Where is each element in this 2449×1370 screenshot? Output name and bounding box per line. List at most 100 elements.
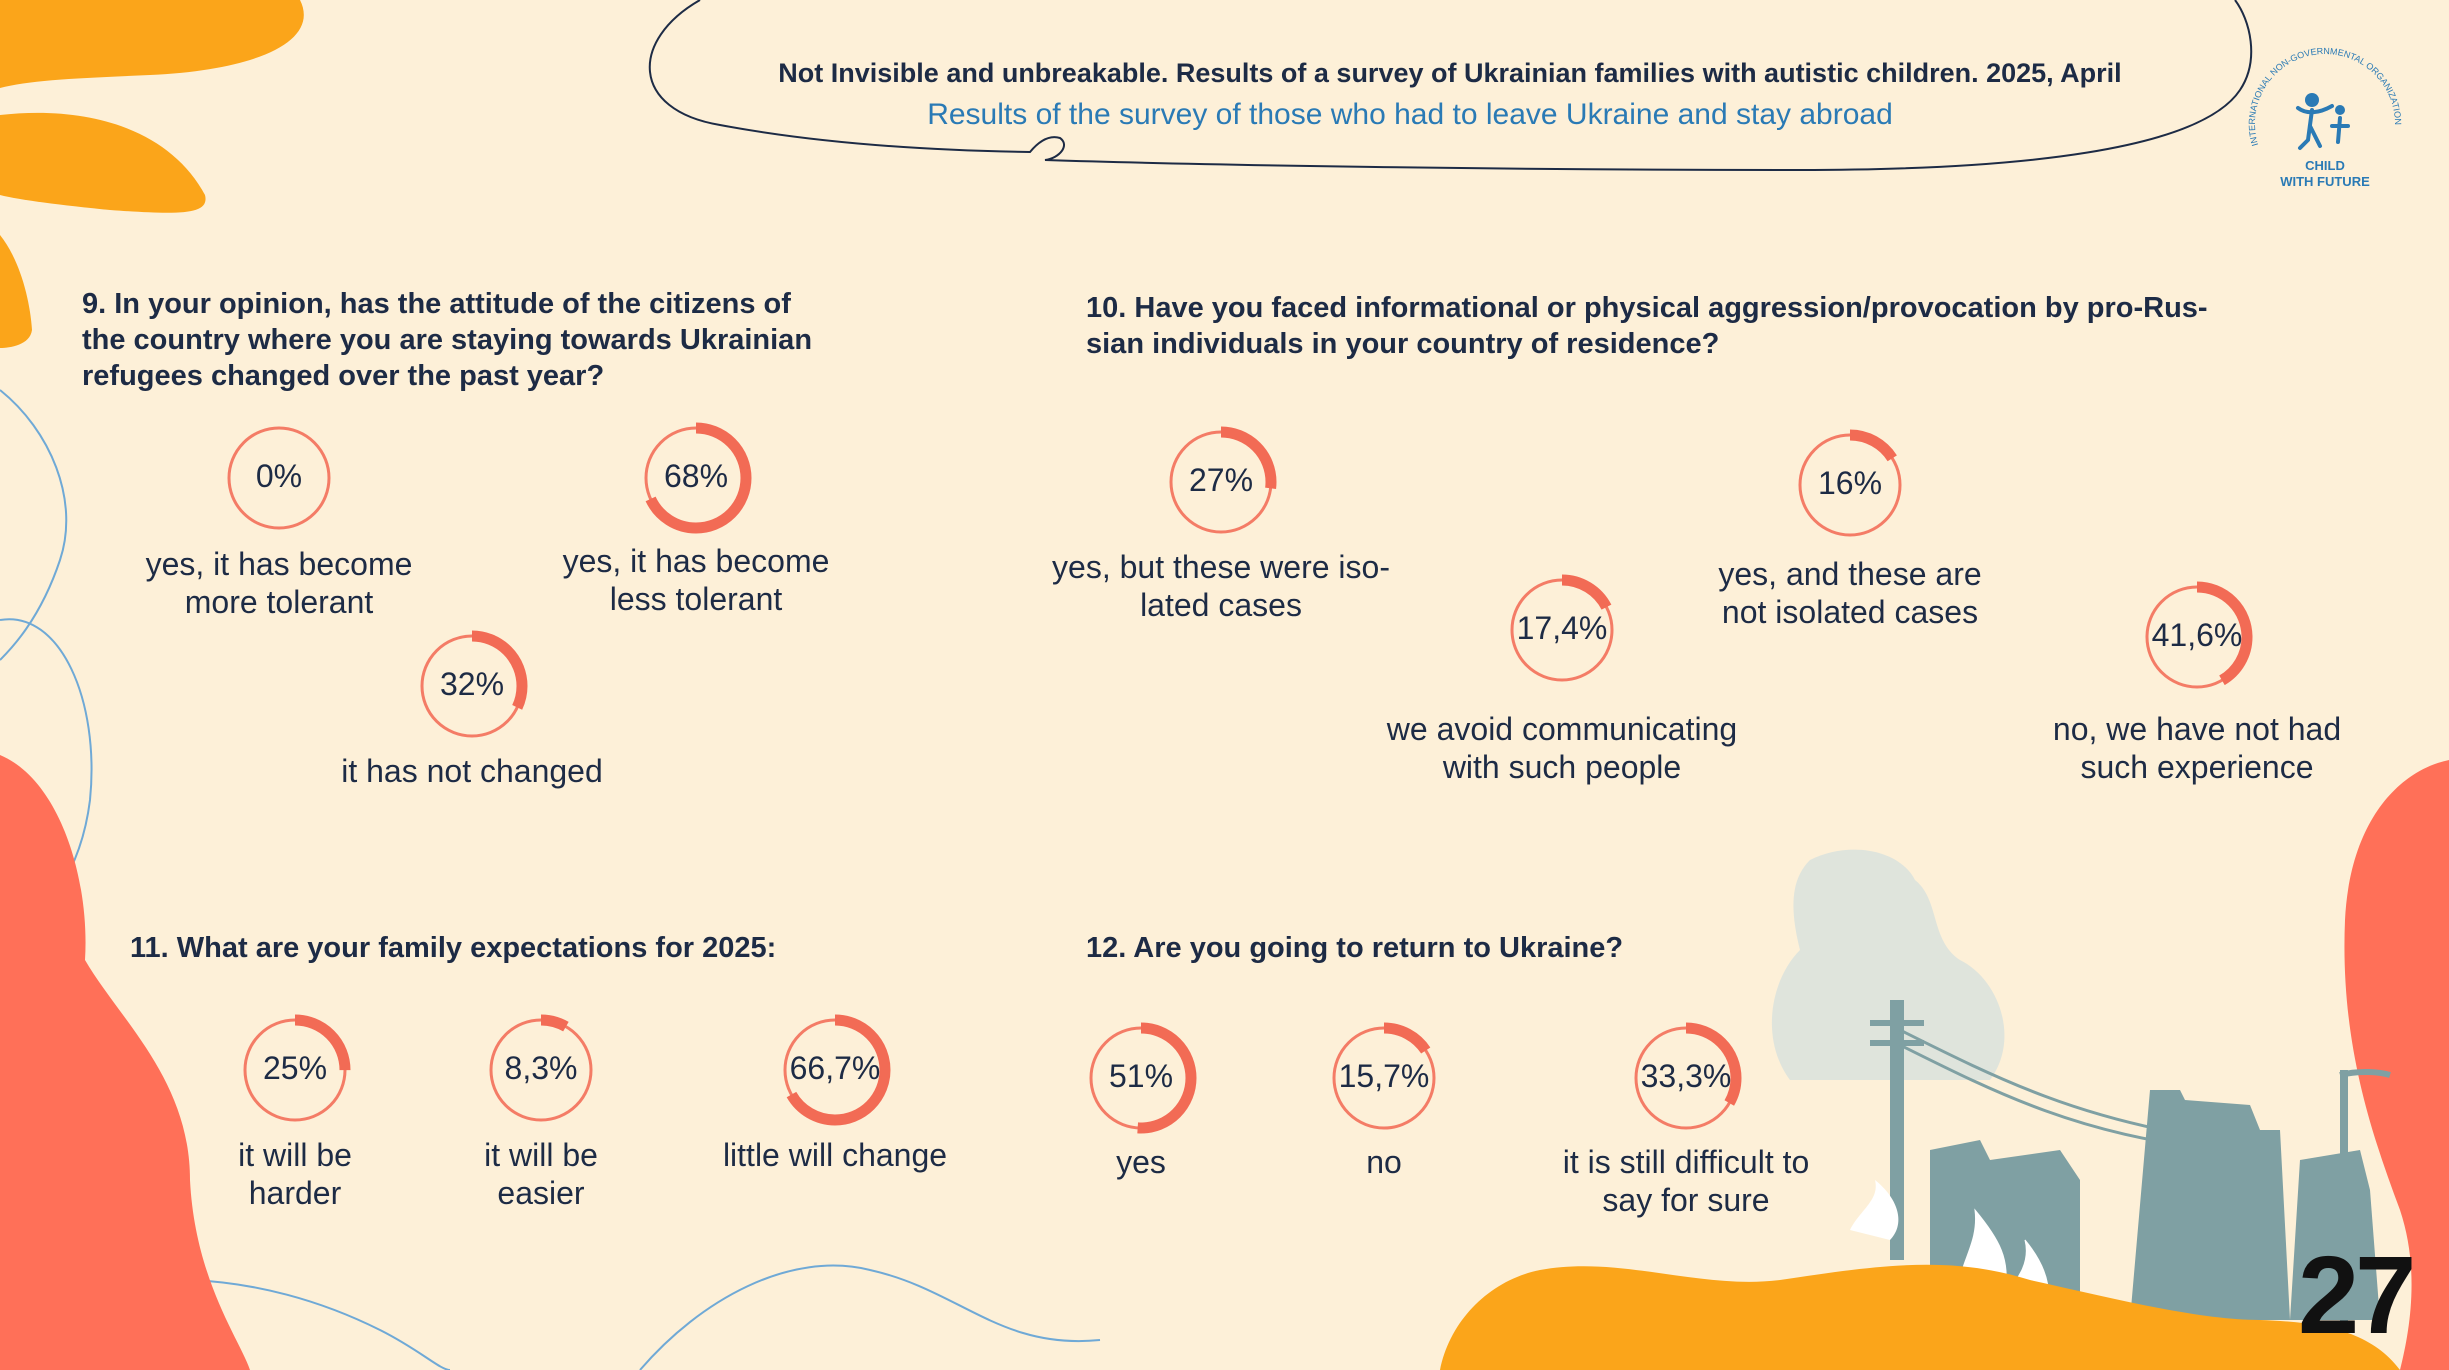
- answer-line: yes, it has become: [145, 546, 413, 582]
- answer-label: yes, and these are not isolated cases: [1630, 555, 2070, 631]
- logo-org-text: INTERNATIONAL NON-GOVERNMENTAL ORGANIZAT…: [2247, 46, 2403, 147]
- donut-ring: [1085, 1022, 1197, 1134]
- answer-line: lated cases: [1140, 587, 1302, 623]
- question-line: 9. In your opinion, has the attitude of …: [82, 288, 791, 320]
- orange-leaf-middle: [0, 112, 206, 213]
- donut-percent-label: 17,4%: [1516, 610, 1608, 646]
- question-line: sian individuals in your country of resi…: [1086, 328, 1720, 360]
- header-title: Not Invisible and unbreakable. Results o…: [778, 58, 2122, 88]
- donut-percent-label: 33,3%: [1640, 1058, 1732, 1094]
- answer-label: yes: [921, 1143, 1361, 1181]
- donut-track: [227, 426, 331, 530]
- donut-percent-label: 27%: [1188, 462, 1254, 498]
- donut-value-arc: [485, 1014, 597, 1126]
- smoke-cloud: [1771, 849, 2005, 1080]
- donut-percent-label: 66,7%: [789, 1050, 881, 1086]
- coral-blob-left: [0, 755, 250, 1370]
- donut-percent-label: 0%: [255, 458, 303, 494]
- answer-line: with such people: [1442, 749, 1682, 785]
- blue-line-bottom-2: [639, 1264, 1101, 1370]
- answer-label: we avoid communicating with such people: [1342, 710, 1782, 786]
- logo-name-line2: WITH FUTURE: [2280, 174, 2370, 189]
- donut-ring: [1506, 574, 1618, 686]
- blue-line-left-1: [0, 389, 68, 661]
- donut-ring: [227, 426, 331, 530]
- question-10: 10. Have you faced informational or phys…: [1086, 290, 2386, 362]
- answer-line: not isolated cases: [1721, 594, 1979, 630]
- donut-percent-label: 51%: [1108, 1058, 1174, 1094]
- answer-line: say for sure: [1602, 1182, 1770, 1218]
- page-number: 27: [2298, 1234, 2416, 1357]
- answer-label: it has not changed: [252, 752, 692, 790]
- answer-line: we avoid communicating: [1386, 711, 1738, 747]
- answer-line: it will be: [238, 1137, 352, 1173]
- donut-percent-label: 8,3%: [504, 1050, 578, 1086]
- donut-ring: [1630, 1022, 1742, 1134]
- question-11: 11. What are your family expectations fo…: [130, 930, 1030, 966]
- donut-percent-label: 32%: [439, 666, 505, 702]
- question-line: 12. Are you going to return to Ukraine?: [1086, 932, 1624, 964]
- donut-percent-label: 15,7%: [1338, 1058, 1430, 1094]
- donut-percent-label: 16%: [1817, 465, 1883, 501]
- answer-label: no, we have not had such experience: [1977, 710, 2417, 786]
- answer-line: such experience: [2080, 749, 2314, 785]
- orange-blob-bottom: [1440, 1264, 2400, 1370]
- question-9: 9. In your opinion, has the attitude of …: [82, 286, 1002, 394]
- answer-line: little will change: [722, 1137, 948, 1173]
- answer-label: it will be easier: [321, 1136, 761, 1212]
- answer-line: yes, but these were iso-: [1052, 549, 1390, 585]
- question-line: 11. What are your family expectations fo…: [130, 932, 777, 964]
- donut-value-arc: [1506, 574, 1618, 686]
- donut-value-arc: [1328, 1022, 1440, 1134]
- question-line: 10. Have you faced informational or phys…: [1086, 292, 2208, 324]
- orange-leaf-top: [0, 0, 304, 88]
- donut-ring: [640, 422, 752, 534]
- donut-percent-label: 68%: [663, 458, 729, 494]
- answer-label: yes, but these were iso-lated cases: [1001, 548, 1441, 624]
- orange-leaf-lower: [0, 235, 32, 348]
- donut-percent-label: 41,6%: [2151, 617, 2243, 653]
- answer-line: harder: [248, 1175, 342, 1211]
- donut-ring: [779, 1014, 891, 1126]
- answer-label: no: [1164, 1143, 1604, 1181]
- answer-line: yes, and these are: [1718, 556, 1982, 592]
- donut-value-arc: [779, 1014, 891, 1126]
- donut-ring: [2141, 581, 2253, 693]
- donut-ring: [239, 1014, 351, 1126]
- coral-blob-right: [2344, 760, 2449, 1370]
- answer-line: no: [1366, 1144, 1402, 1180]
- answer-line: no, we have not had: [2052, 711, 2342, 747]
- donut-value-arc: [640, 422, 752, 534]
- answer-line: it will be: [484, 1137, 598, 1173]
- answer-line: it is still difficult to: [1562, 1144, 1810, 1180]
- donut-ring: [416, 630, 528, 742]
- donut-value-arc: [1794, 429, 1906, 541]
- donut-value-arc: [1630, 1022, 1742, 1134]
- answer-line: more tolerant: [184, 584, 374, 620]
- child-with-future-logo: INTERNATIONAL NON-GOVERNMENTAL ORGANIZAT…: [2247, 46, 2403, 189]
- question-line: the country where you are staying toward…: [82, 324, 813, 356]
- donut-value-arc: [239, 1014, 351, 1126]
- donut-value-arc: [2141, 581, 2253, 693]
- donut-ring: [485, 1014, 597, 1126]
- answer-line: easier: [497, 1175, 585, 1211]
- donut-value-arc: [416, 630, 528, 742]
- answer-line: yes: [1116, 1144, 1166, 1180]
- answer-line: less tolerant: [609, 581, 783, 617]
- answer-label: it will be harder: [75, 1136, 515, 1212]
- answer-label: little will change: [615, 1136, 1055, 1174]
- donut-percent-label: 25%: [262, 1050, 328, 1086]
- answer-label: yes, it has become less tolerant: [476, 542, 916, 618]
- logo-name-line1: CHILD: [2305, 158, 2345, 173]
- flames-small: [1850, 1180, 1899, 1240]
- question-line: refugees changed over the past year?: [82, 360, 605, 392]
- logo-figures-icon: [2296, 93, 2350, 150]
- answer-line: yes, it has become: [562, 543, 830, 579]
- donut-value-arc: [1085, 1022, 1197, 1134]
- donut-ring: [1794, 429, 1906, 541]
- donut-value-arc: [1165, 426, 1277, 538]
- answer-line: it has not changed: [341, 753, 603, 789]
- donut-ring: [1328, 1022, 1440, 1134]
- answer-label: yes, it has become more tolerant: [59, 545, 499, 621]
